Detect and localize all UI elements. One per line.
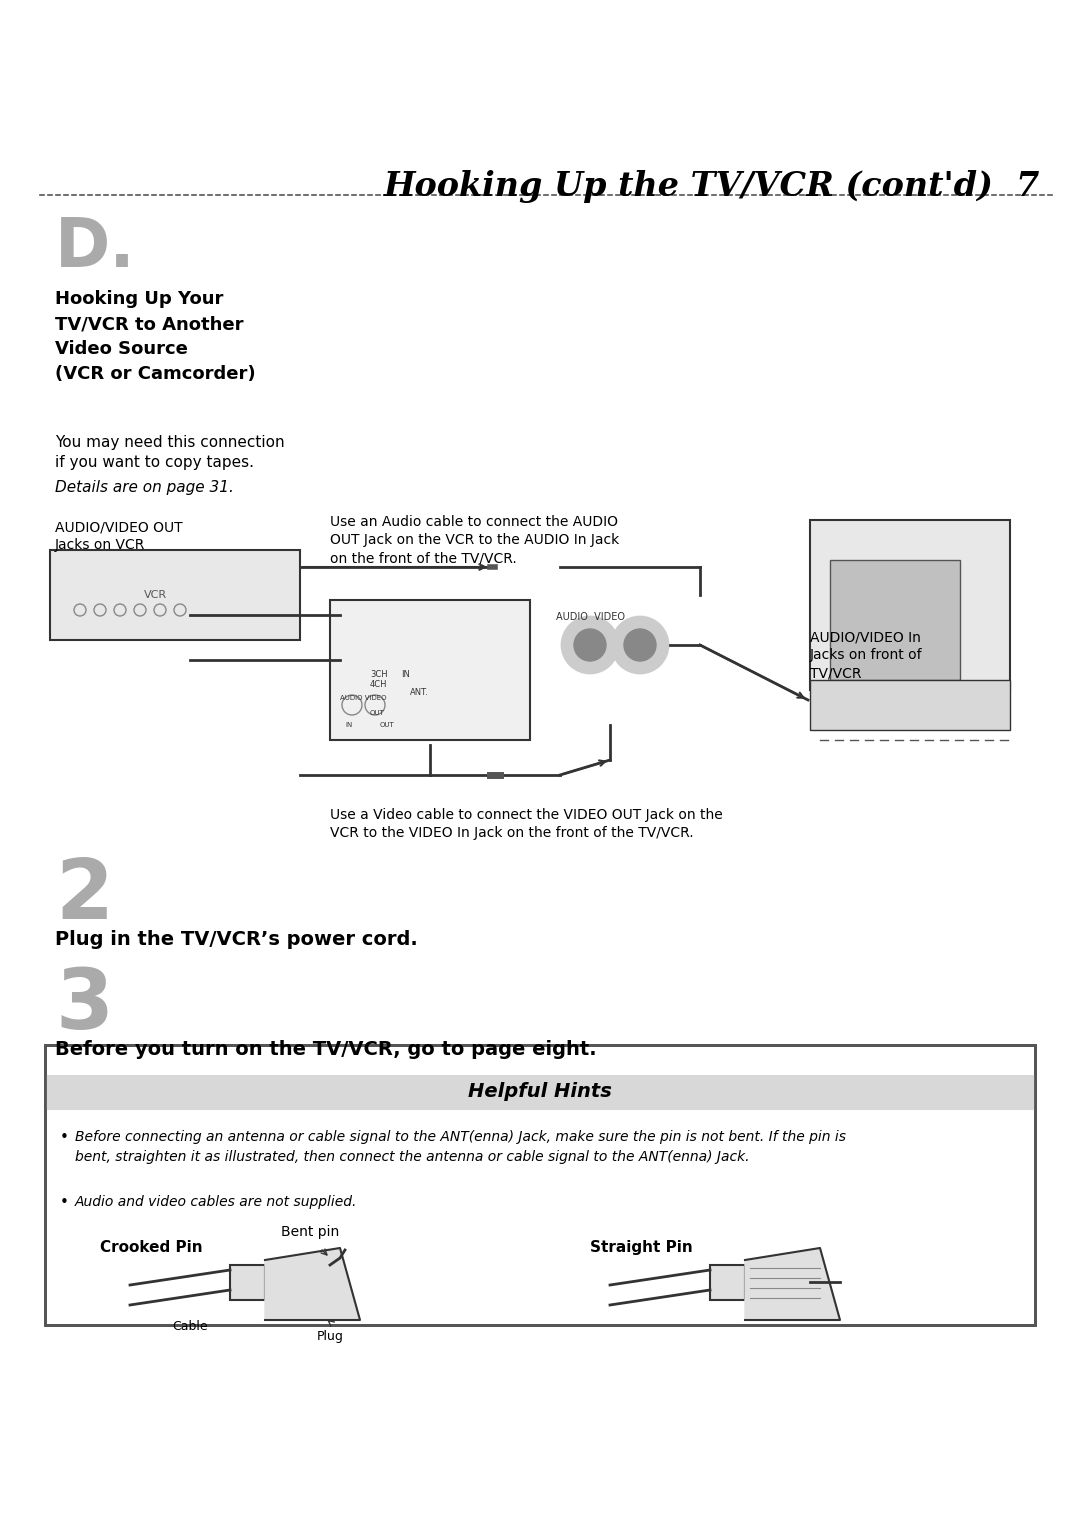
Polygon shape — [265, 1248, 360, 1320]
Circle shape — [573, 630, 606, 662]
Text: Details are on page 31.: Details are on page 31. — [55, 480, 234, 495]
Text: Cable: Cable — [172, 1320, 207, 1332]
Text: Before connecting an antenna or cable signal to the ANT(enna) Jack, make sure th: Before connecting an antenna or cable si… — [75, 1131, 846, 1163]
Text: •: • — [60, 1195, 69, 1210]
Text: AUDIO VIDEO: AUDIO VIDEO — [340, 695, 387, 701]
Text: Helpful Hints: Helpful Hints — [468, 1082, 612, 1102]
Text: Hooking Up Your
TV/VCR to Another
Video Source
(VCR or Camcorder): Hooking Up Your TV/VCR to Another Video … — [55, 290, 256, 384]
Text: Before you turn on the TV/VCR, go to page eight.: Before you turn on the TV/VCR, go to pag… — [55, 1041, 596, 1059]
Text: Use an Audio cable to connect the AUDIO
OUT Jack on the VCR to the AUDIO In Jack: Use an Audio cable to connect the AUDIO … — [330, 515, 619, 565]
Bar — [831, 559, 960, 680]
Bar — [45, 1045, 1035, 1325]
Bar — [50, 550, 300, 640]
Text: ANT.: ANT. — [410, 688, 429, 697]
Bar — [710, 1265, 745, 1300]
Text: Bent pin: Bent pin — [281, 1225, 339, 1239]
Polygon shape — [745, 1248, 840, 1320]
Text: 2: 2 — [55, 856, 113, 937]
Text: Hooking Up the TV/VCR (cont'd)  7: Hooking Up the TV/VCR (cont'd) 7 — [383, 170, 1040, 203]
Text: AUDIO  VIDEO: AUDIO VIDEO — [555, 613, 624, 622]
Text: Straight Pin: Straight Pin — [590, 1241, 692, 1254]
Text: OUT: OUT — [380, 723, 395, 727]
Text: Use a Video cable to connect the VIDEO OUT Jack on the
VCR to the VIDEO In Jack : Use a Video cable to connect the VIDEO O… — [330, 808, 723, 840]
Circle shape — [624, 630, 656, 662]
Text: •: • — [60, 1131, 69, 1144]
Bar — [45, 1045, 1035, 1325]
Text: IN: IN — [401, 669, 410, 678]
Circle shape — [612, 617, 669, 672]
Text: IN: IN — [345, 723, 352, 727]
Text: AUDIO/VIDEO In
Jacks on front of
TV/VCR: AUDIO/VIDEO In Jacks on front of TV/VCR — [810, 630, 922, 681]
Bar — [230, 1265, 265, 1300]
Text: OUT: OUT — [370, 711, 384, 717]
Bar — [810, 520, 1010, 691]
Text: AUDIO/VIDEO OUT
Jacks on VCR: AUDIO/VIDEO OUT Jacks on VCR — [55, 520, 183, 553]
Text: 3: 3 — [55, 966, 113, 1047]
Text: Plug: Plug — [316, 1329, 343, 1343]
Bar — [330, 601, 530, 740]
Circle shape — [562, 617, 618, 672]
Text: Plug in the TV/VCR’s power cord.: Plug in the TV/VCR’s power cord. — [55, 931, 418, 949]
Text: Crooked Pin: Crooked Pin — [100, 1241, 203, 1254]
Text: You may need this connection
if you want to copy tapes.: You may need this connection if you want… — [55, 435, 285, 469]
Text: D.: D. — [55, 215, 136, 281]
Text: 3CH
4CH: 3CH 4CH — [370, 669, 388, 689]
Text: VCR: VCR — [144, 590, 166, 601]
Bar — [810, 680, 1010, 730]
Bar — [45, 1076, 1035, 1109]
Text: Audio and video cables are not supplied.: Audio and video cables are not supplied. — [75, 1195, 357, 1209]
